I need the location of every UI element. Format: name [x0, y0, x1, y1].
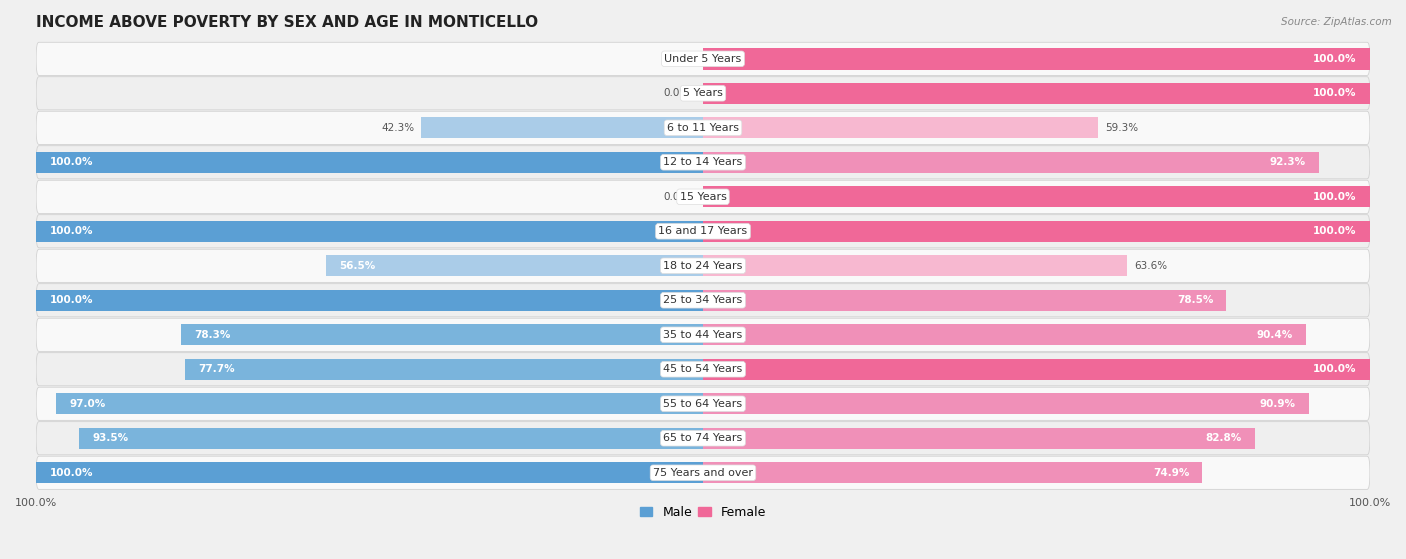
Text: INCOME ABOVE POVERTY BY SEX AND AGE IN MONTICELLO: INCOME ABOVE POVERTY BY SEX AND AGE IN M…	[37, 15, 538, 30]
Bar	[703, 151, 1319, 173]
Text: 35 to 44 Years: 35 to 44 Years	[664, 330, 742, 340]
FancyBboxPatch shape	[37, 111, 1369, 144]
Bar	[703, 186, 1369, 207]
Text: 77.7%: 77.7%	[198, 364, 235, 375]
FancyBboxPatch shape	[37, 180, 1369, 214]
Text: 45 to 54 Years: 45 to 54 Years	[664, 364, 742, 375]
Text: 100.0%: 100.0%	[49, 295, 93, 305]
FancyBboxPatch shape	[37, 77, 1369, 110]
Bar	[703, 462, 1202, 484]
FancyBboxPatch shape	[37, 387, 1369, 420]
Text: 100.0%: 100.0%	[1313, 364, 1357, 375]
Text: 100.0%: 100.0%	[49, 157, 93, 167]
Text: 97.0%: 97.0%	[69, 399, 105, 409]
Bar	[703, 48, 1369, 69]
Bar	[80, 428, 703, 449]
Text: 90.9%: 90.9%	[1260, 399, 1296, 409]
Bar	[56, 393, 703, 414]
Text: 100.0%: 100.0%	[1313, 54, 1357, 64]
Bar	[703, 117, 1098, 139]
Text: Source: ZipAtlas.com: Source: ZipAtlas.com	[1281, 17, 1392, 27]
Text: 25 to 34 Years: 25 to 34 Years	[664, 295, 742, 305]
FancyBboxPatch shape	[37, 318, 1369, 352]
Bar	[703, 324, 1306, 345]
Text: 12 to 14 Years: 12 to 14 Years	[664, 157, 742, 167]
Text: 0.0%: 0.0%	[664, 192, 690, 202]
Text: 92.3%: 92.3%	[1270, 157, 1305, 167]
Bar	[184, 358, 703, 380]
Bar	[326, 255, 703, 277]
Text: 55 to 64 Years: 55 to 64 Years	[664, 399, 742, 409]
Text: 100.0%: 100.0%	[1313, 192, 1357, 202]
Text: 59.3%: 59.3%	[1105, 123, 1139, 133]
Text: 16 and 17 Years: 16 and 17 Years	[658, 226, 748, 236]
Text: 5 Years: 5 Years	[683, 88, 723, 98]
Legend: Male, Female: Male, Female	[636, 501, 770, 524]
FancyBboxPatch shape	[37, 42, 1369, 75]
Text: 100.0%: 100.0%	[1313, 88, 1357, 98]
Bar	[703, 221, 1369, 242]
Bar	[37, 462, 703, 484]
Text: 100.0%: 100.0%	[1313, 226, 1357, 236]
FancyBboxPatch shape	[37, 421, 1369, 455]
FancyBboxPatch shape	[37, 215, 1369, 248]
Text: 82.8%: 82.8%	[1205, 433, 1241, 443]
Bar	[703, 358, 1369, 380]
Text: Under 5 Years: Under 5 Years	[665, 54, 741, 64]
Text: 74.9%: 74.9%	[1153, 468, 1189, 478]
Bar	[37, 221, 703, 242]
Text: 75 Years and over: 75 Years and over	[652, 468, 754, 478]
Bar	[703, 393, 1309, 414]
Bar	[37, 151, 703, 173]
Text: 0.0%: 0.0%	[664, 88, 690, 98]
Text: 6 to 11 Years: 6 to 11 Years	[666, 123, 740, 133]
Bar	[703, 255, 1128, 277]
Bar	[703, 290, 1226, 311]
Bar	[37, 290, 703, 311]
Text: 100.0%: 100.0%	[49, 468, 93, 478]
Text: 65 to 74 Years: 65 to 74 Years	[664, 433, 742, 443]
FancyBboxPatch shape	[37, 353, 1369, 386]
Text: 42.3%: 42.3%	[381, 123, 415, 133]
Text: 90.4%: 90.4%	[1257, 330, 1292, 340]
Text: 78.3%: 78.3%	[194, 330, 231, 340]
Bar	[420, 117, 703, 139]
Text: 63.6%: 63.6%	[1133, 261, 1167, 271]
Bar	[703, 83, 1369, 104]
Bar	[703, 428, 1256, 449]
Text: 56.5%: 56.5%	[340, 261, 375, 271]
Text: 93.5%: 93.5%	[93, 433, 129, 443]
FancyBboxPatch shape	[37, 249, 1369, 282]
Bar	[181, 324, 703, 345]
FancyBboxPatch shape	[37, 146, 1369, 179]
FancyBboxPatch shape	[37, 284, 1369, 317]
Text: 78.5%: 78.5%	[1177, 295, 1213, 305]
Text: 15 Years: 15 Years	[679, 192, 727, 202]
Text: 0.0%: 0.0%	[664, 54, 690, 64]
Text: 100.0%: 100.0%	[49, 226, 93, 236]
Text: 18 to 24 Years: 18 to 24 Years	[664, 261, 742, 271]
FancyBboxPatch shape	[37, 456, 1369, 489]
